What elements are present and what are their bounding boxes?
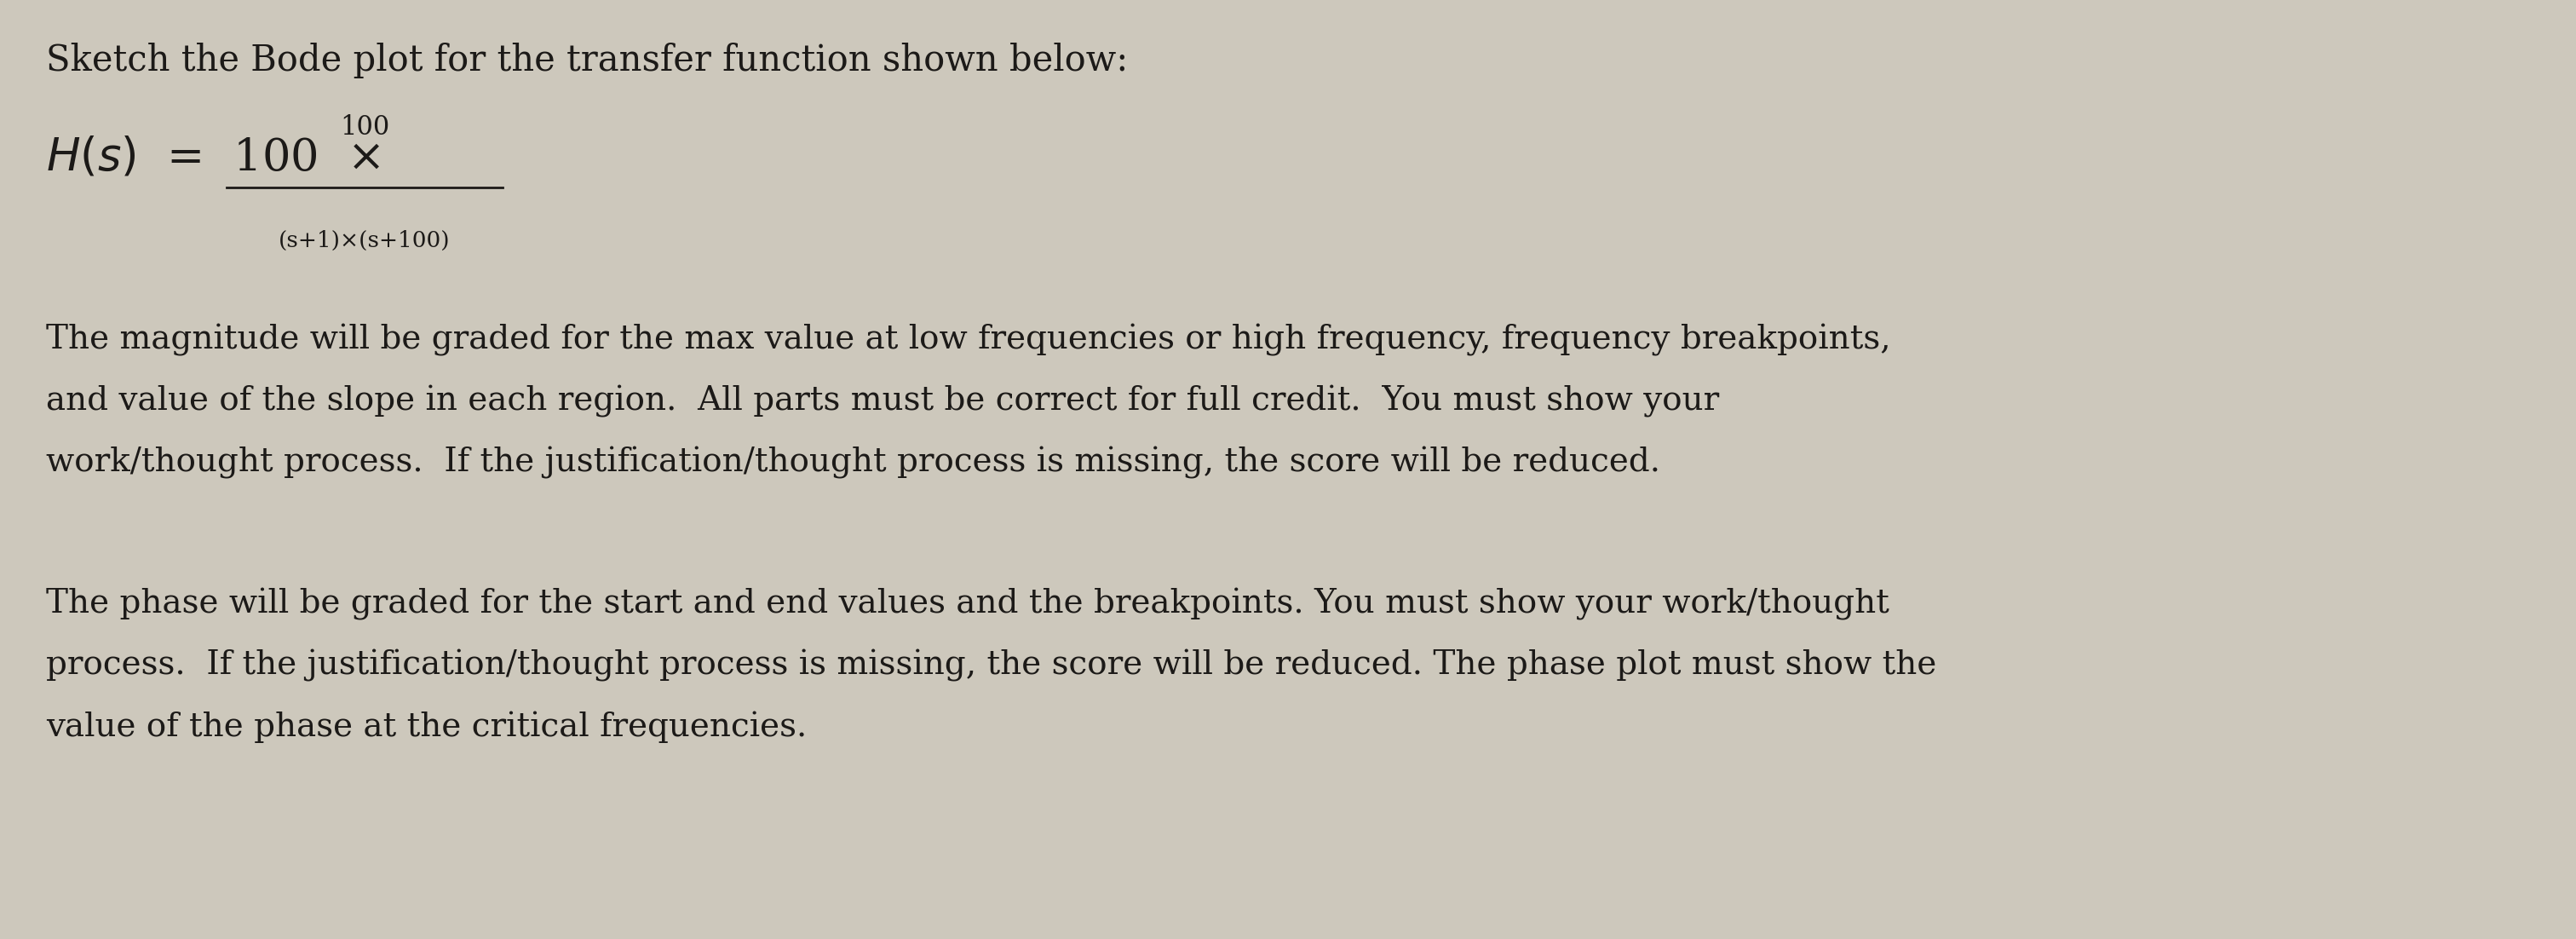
Text: 100: 100 [340,115,389,141]
Text: $H(s)$  =  100  ×: $H(s)$ = 100 × [46,136,381,179]
Text: The magnitude will be graded for the max value at low frequencies or high freque: The magnitude will be graded for the max… [46,324,1891,356]
Text: The phase will be graded for the start and end values and the breakpoints. You m: The phase will be graded for the start a… [46,588,1891,621]
Text: process.  If the justification/thought process is missing, the score will be red: process. If the justification/thought pr… [46,649,1937,682]
Text: (s+1)×(s+100): (s+1)×(s+100) [278,230,451,252]
Text: work/thought process.  If the justification/thought process is missing, the scor: work/thought process. If the justificati… [46,446,1662,479]
Text: Sketch the Bode plot for the transfer function shown below:: Sketch the Bode plot for the transfer fu… [46,42,1128,78]
Text: value of the phase at the critical frequencies.: value of the phase at the critical frequ… [46,711,806,743]
Text: and value of the slope in each region.  All parts must be correct for full credi: and value of the slope in each region. A… [46,385,1721,418]
